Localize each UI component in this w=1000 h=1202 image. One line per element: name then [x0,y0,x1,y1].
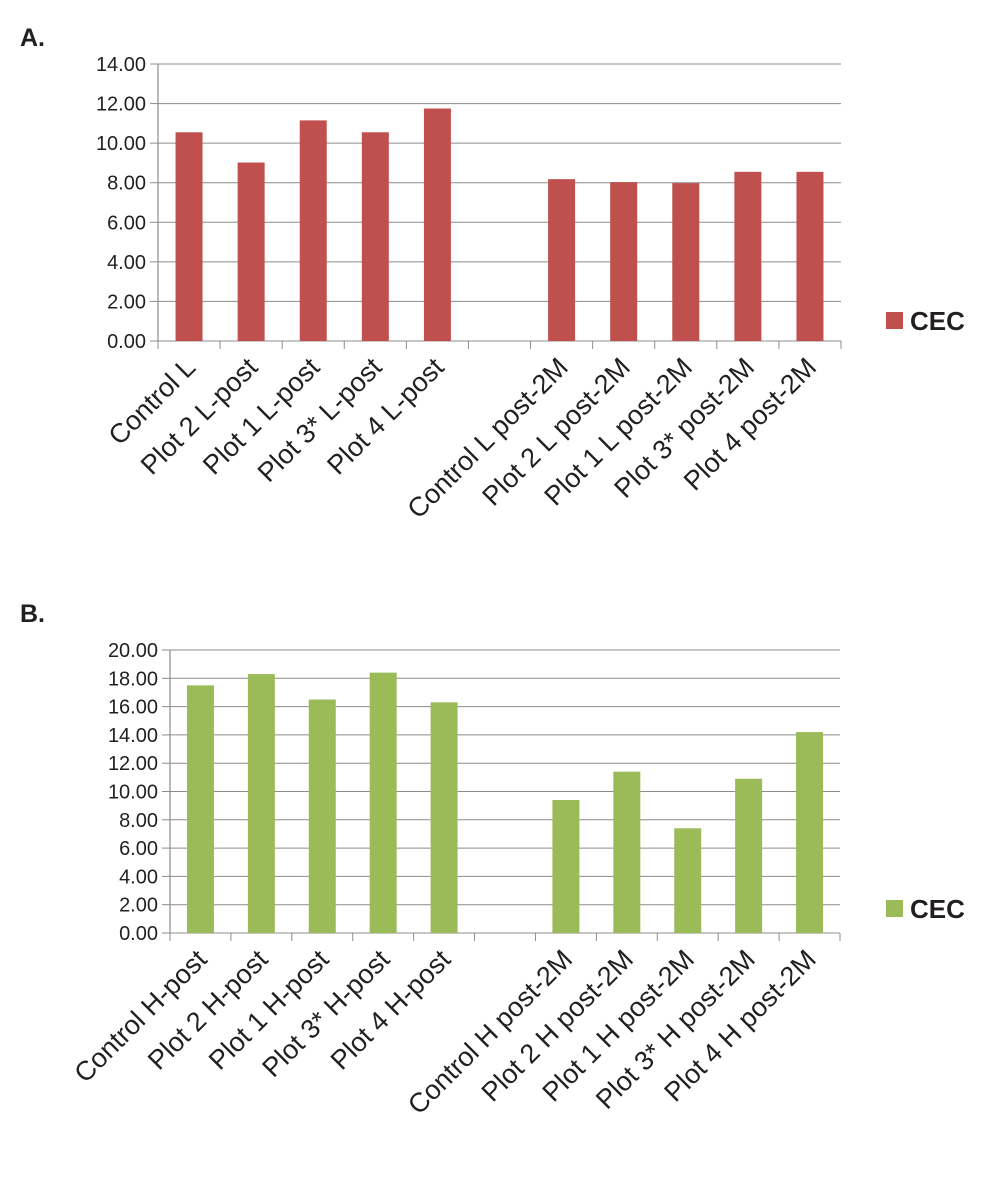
y-tick-label: 10.00 [96,133,146,155]
y-tick-label: 0.00 [119,923,158,945]
y-tick-label: 6.00 [107,212,146,234]
bar [361,132,389,341]
bar [430,702,458,933]
bar [369,672,397,933]
bar [186,685,214,933]
legend-swatch [886,312,903,329]
bar [423,108,451,342]
y-tick-label: 20.00 [108,640,158,662]
y-tick-label: 16.00 [108,697,158,719]
y-tick-label: 8.00 [119,810,158,832]
y-tick-label: 14.00 [96,54,146,76]
bar [613,771,641,933]
panel-a-label: A. [20,24,45,52]
y-tick-label: 6.00 [119,838,158,860]
y-tick-label: 2.00 [107,291,146,313]
legend-label: CEC [910,894,965,924]
y-tick-label: 4.00 [107,252,146,274]
panel-b-label: B. [20,600,45,628]
bar [735,778,763,933]
bar [552,799,580,933]
chart-a: 0.002.004.006.008.0010.0012.0014.00Contr… [96,54,965,524]
bar [734,171,762,341]
legend-label: CEC [910,306,965,336]
y-tick-label: 2.00 [119,895,158,917]
y-tick-label: 10.00 [108,782,158,804]
bar [247,674,275,933]
bar [308,699,336,933]
y-tick-label: 18.00 [108,668,158,690]
bar [175,132,203,341]
y-tick-label: 12.00 [108,753,158,775]
y-tick-label: 12.00 [96,94,146,116]
bar [674,828,702,933]
y-tick-label: 8.00 [107,173,146,195]
bar [237,162,265,341]
bar [548,179,576,341]
legend-swatch [886,900,903,917]
bar [299,120,327,341]
bar [796,171,824,341]
y-tick-label: 4.00 [119,866,158,888]
bar [672,183,700,341]
y-tick-label: 0.00 [107,331,146,353]
bar [610,182,638,341]
chart-b: 0.00 2.00 4.00 6.00 8.00 10.00 12.00 14.00 16.00… [68,640,965,1120]
bar [796,732,824,933]
y-tick-label: 14.00 [108,725,158,747]
